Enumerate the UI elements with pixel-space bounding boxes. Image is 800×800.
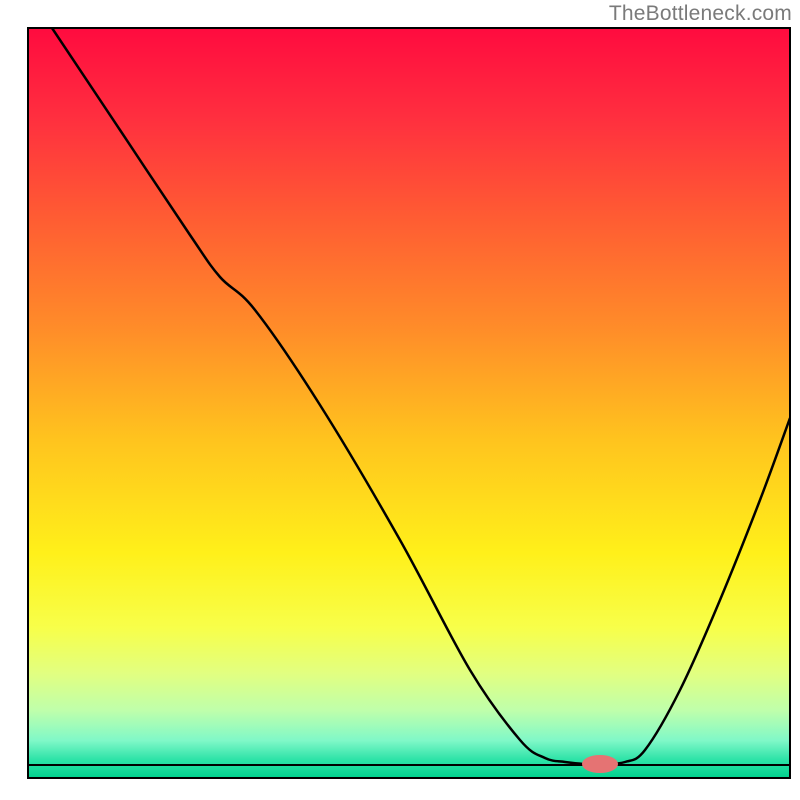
bottleneck-chart [0, 0, 800, 800]
optimal-point-marker [582, 755, 618, 773]
gradient-background [28, 28, 790, 778]
watermark-text: TheBottleneck.com [609, 2, 792, 26]
